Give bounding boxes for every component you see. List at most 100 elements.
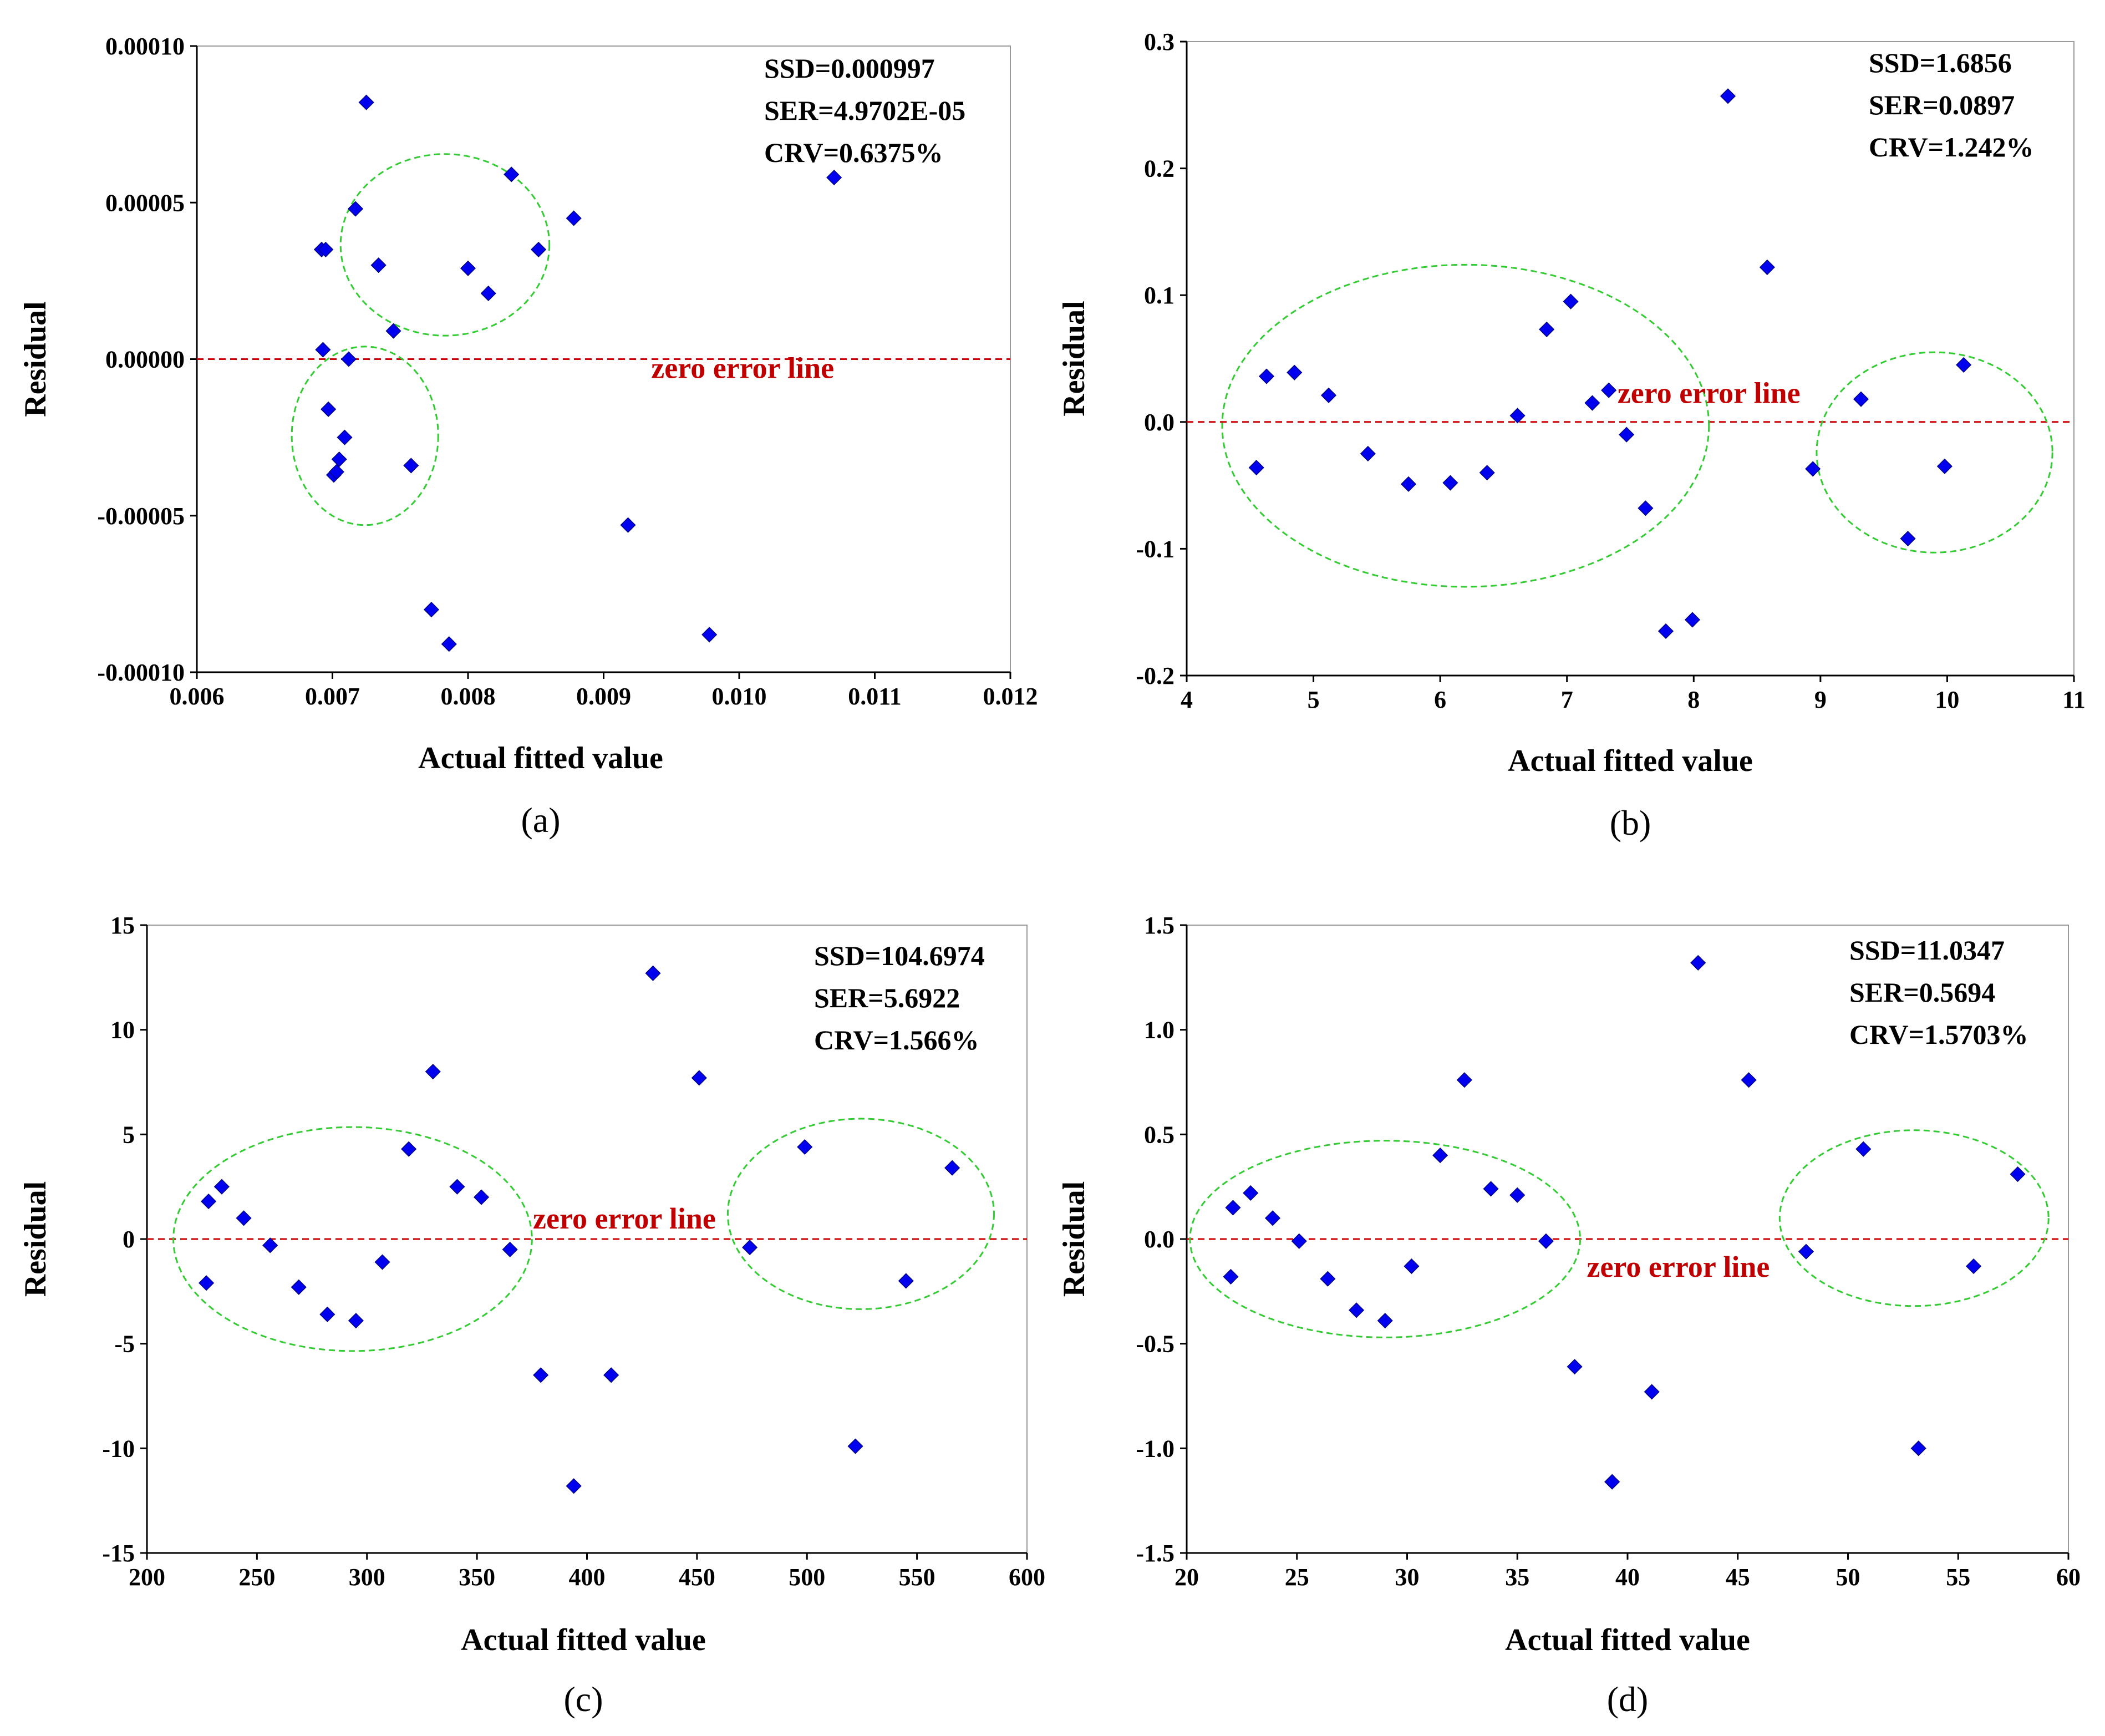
- data-point: [473, 1189, 490, 1205]
- data-point: [797, 1139, 813, 1155]
- panel-label: (c): [563, 1679, 603, 1719]
- data-point: [1248, 460, 1264, 476]
- data-point: [348, 201, 364, 217]
- data-point: [1225, 1200, 1241, 1216]
- data-point: [1567, 1359, 1583, 1375]
- y-axis-title: Residual: [1057, 301, 1091, 417]
- y-tick-label: 0.0: [1144, 1226, 1174, 1253]
- y-tick-label: -5: [114, 1331, 135, 1358]
- data-point: [340, 351, 357, 367]
- x-tick-label: 10: [1935, 686, 1959, 713]
- y-tick-label: 5: [123, 1121, 135, 1148]
- zero-error-line-label: zero error line: [1618, 377, 1801, 410]
- cluster-ellipse: [1816, 351, 2053, 554]
- panel-label: (d): [1607, 1679, 1649, 1719]
- data-point: [1563, 293, 1579, 309]
- data-point: [441, 636, 457, 652]
- y-tick-label: 0.2: [1144, 155, 1174, 182]
- data-point: [337, 429, 353, 445]
- data-point: [1291, 1233, 1307, 1249]
- stat-text: SER=0.5694: [1849, 977, 1995, 1008]
- data-point: [1509, 1187, 1526, 1203]
- x-tick-label: 7: [1561, 686, 1573, 713]
- data-point: [620, 517, 636, 533]
- data-point: [318, 241, 334, 257]
- y-tick-label: -0.5: [1136, 1331, 1174, 1358]
- data-point: [944, 1160, 960, 1176]
- panel-label: (a): [521, 800, 560, 840]
- x-tick-label: 45: [1726, 1564, 1750, 1591]
- data-point: [603, 1367, 619, 1383]
- y-axis-title: Residual: [1057, 1181, 1091, 1297]
- data-point: [199, 1275, 215, 1291]
- data-point: [331, 451, 347, 468]
- data-point: [1805, 461, 1821, 477]
- x-tick-label: 50: [1836, 1564, 1860, 1591]
- y-tick-label: -0.00010: [97, 659, 185, 686]
- data-point: [460, 260, 476, 276]
- zero-error-line-label: zero error line: [651, 351, 834, 384]
- y-tick-label: 10: [110, 1017, 135, 1044]
- data-point: [566, 1478, 582, 1494]
- y-tick-label: 15: [110, 912, 135, 939]
- stat-text: SSD=104.6974: [814, 940, 985, 971]
- x-tick-label: 40: [1615, 1564, 1640, 1591]
- data-point: [425, 1064, 441, 1080]
- y-tick-label: -1.5: [1136, 1540, 1174, 1567]
- x-tick-label: 11: [2062, 686, 2086, 713]
- x-tick-label: 30: [1395, 1564, 1420, 1591]
- data-point: [847, 1438, 863, 1454]
- data-point: [2010, 1166, 2026, 1182]
- data-point: [742, 1240, 758, 1256]
- stat-text: CRV=0.6375%: [764, 137, 943, 168]
- data-point: [531, 241, 547, 257]
- y-tick-label: 0.3: [1144, 28, 1174, 55]
- data-point: [358, 94, 374, 110]
- x-tick-label: 8: [1687, 686, 1700, 713]
- x-tick-label: 600: [1009, 1564, 1045, 1591]
- data-point: [645, 965, 661, 981]
- x-tick-label: 300: [349, 1564, 385, 1591]
- stat-text: SER=0.0897: [1869, 89, 2015, 120]
- x-tick-label: 4: [1181, 686, 1193, 713]
- data-point: [701, 627, 718, 643]
- stat-text: SER=4.9702E-05: [764, 95, 965, 126]
- cluster-ellipse: [1221, 263, 1710, 588]
- y-tick-label: 1.5: [1144, 912, 1174, 939]
- y-tick-label: -0.1: [1136, 535, 1174, 562]
- data-point: [213, 1179, 230, 1195]
- stat-text: CRV=1.5703%: [1849, 1019, 2028, 1050]
- data-point: [1644, 1384, 1660, 1400]
- data-point: [1243, 1185, 1259, 1201]
- data-point: [1601, 382, 1617, 398]
- zero-error-line-label: zero error line: [533, 1202, 716, 1235]
- data-point: [691, 1070, 707, 1086]
- data-point: [1638, 500, 1654, 516]
- data-point: [1258, 368, 1275, 384]
- data-point: [319, 1306, 335, 1322]
- y-tick-label: 0.1: [1144, 282, 1174, 309]
- data-point: [1657, 623, 1674, 639]
- x-tick-label: 25: [1285, 1564, 1309, 1591]
- data-point: [236, 1210, 252, 1226]
- x-tick-label: 9: [1814, 686, 1827, 713]
- x-tick-label: 5: [1308, 686, 1320, 713]
- data-point: [321, 401, 337, 417]
- x-tick-label: 0.009: [576, 683, 631, 710]
- data-point: [1360, 445, 1376, 462]
- chart-panel-b: 4 5 6 7 8 9 10 11 -0.2 -0.1 0.0 0.1 0.2 0.3 zero error…: [1057, 28, 2086, 842]
- data-point: [1584, 395, 1600, 411]
- y-tick-label: -10: [102, 1435, 135, 1462]
- data-point: [1538, 1233, 1554, 1249]
- data-point: [1320, 1271, 1336, 1287]
- y-tick-label: -0.2: [1136, 662, 1174, 689]
- x-tick-label: 450: [679, 1564, 715, 1591]
- x-tick-label: 20: [1174, 1564, 1199, 1591]
- x-tick-label: 0.010: [712, 683, 767, 710]
- cluster-ellipse: [726, 1118, 995, 1310]
- y-tick-label: -1.0: [1136, 1435, 1174, 1462]
- data-point: [423, 602, 440, 618]
- x-tick-label: 500: [789, 1564, 825, 1591]
- x-tick-label: 0.012: [983, 683, 1038, 710]
- data-point: [1509, 408, 1526, 424]
